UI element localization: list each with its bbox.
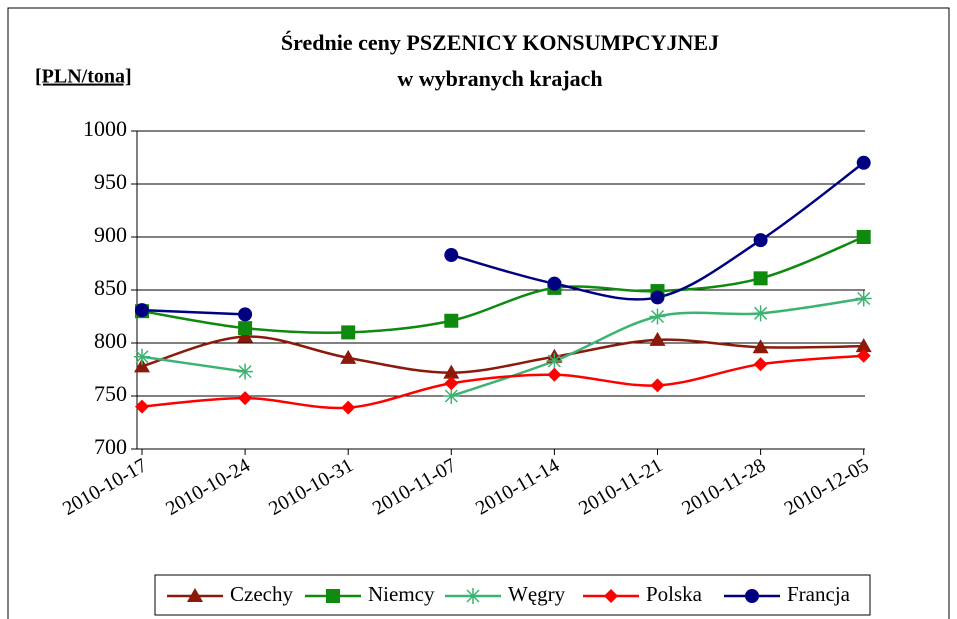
y-tick-label: 950 [94, 169, 127, 194]
legend-marker [326, 589, 340, 603]
data-point [444, 248, 459, 263]
data-point [238, 391, 253, 406]
data-point [855, 338, 872, 353]
data-point [856, 230, 871, 244]
series-line [141, 354, 864, 410]
y-tick-label: 750 [94, 381, 127, 406]
legend-label: Węgry [508, 582, 566, 606]
data-point [340, 349, 357, 364]
y-tick-label: 900 [94, 222, 127, 247]
y-tick-label: 700 [94, 434, 127, 459]
y-tick-label: 1000 [83, 116, 127, 141]
data-point [753, 357, 768, 372]
data-point [856, 155, 871, 170]
y-tick-label: 800 [94, 328, 127, 353]
data-point [443, 388, 460, 404]
series-line [141, 335, 864, 374]
data-point [135, 303, 149, 318]
data-point [341, 400, 356, 415]
legend-label: Francja [787, 582, 851, 606]
data-point [135, 399, 149, 414]
data-point [547, 367, 562, 382]
data-point [649, 331, 666, 346]
chart-subtitle: w wybranych krajach [397, 66, 602, 91]
data-point [856, 348, 871, 363]
data-point [753, 233, 768, 248]
data-point [238, 307, 253, 322]
data-point [855, 290, 872, 307]
legend-label: Polska [646, 582, 703, 606]
data-point [443, 364, 460, 379]
data-point [650, 290, 665, 305]
data-point [547, 276, 562, 291]
legend-label: Niemcy [368, 582, 435, 606]
data-point [650, 378, 665, 393]
legend-marker [604, 589, 618, 603]
y-axis-label: [PLN/tona] [35, 66, 132, 88]
data-point [341, 325, 356, 340]
legend-marker [187, 588, 203, 602]
data-point [237, 363, 254, 380]
legend-marker [745, 589, 759, 603]
data-point [753, 271, 768, 286]
data-point [752, 305, 769, 322]
series-line [141, 235, 865, 335]
data-point [546, 353, 563, 370]
data-point [444, 376, 459, 391]
legend-marker [465, 588, 481, 604]
data-point [134, 348, 150, 365]
data-point [752, 339, 769, 354]
data-point [444, 313, 459, 328]
chart-title: Średnie ceny PSZENICY KONSUMPCYJNEJ [281, 30, 719, 55]
data-point [238, 321, 253, 336]
data-point [649, 308, 666, 325]
data-point [237, 328, 254, 343]
y-tick-label: 850 [94, 275, 127, 300]
legend-label: Czechy [230, 582, 293, 606]
data-point [134, 358, 150, 373]
